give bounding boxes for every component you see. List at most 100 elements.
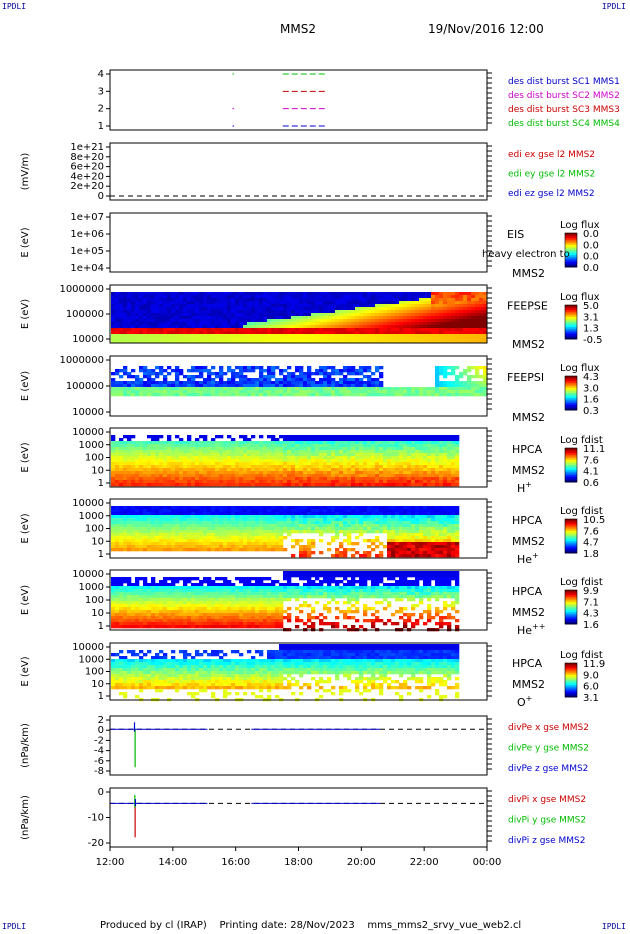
spectrogram-cell	[111, 459, 116, 463]
spectrogram-cell	[339, 381, 344, 385]
spectrogram-cell	[299, 393, 304, 397]
spectrogram-cell	[271, 304, 276, 308]
spectrogram-cell	[191, 471, 196, 475]
spectrogram-cell	[323, 369, 328, 373]
spectrogram-cell	[371, 292, 376, 296]
spectrogram-cell	[303, 435, 308, 439]
spectrogram-cell	[379, 474, 384, 478]
spectrogram-cell	[435, 459, 440, 463]
spectrogram-cell	[399, 307, 404, 311]
spectrogram-cell	[391, 438, 396, 442]
spectrogram-cell	[391, 319, 396, 323]
spectrogram-cell	[203, 387, 208, 391]
spectrogram-cell	[451, 444, 456, 448]
spectrogram-cell	[111, 483, 116, 487]
spectrogram-cell	[155, 328, 160, 332]
spectrogram-cell	[223, 518, 228, 522]
spectrogram-cell	[335, 453, 340, 457]
spectrogram-cell	[403, 328, 408, 332]
spectrogram-cell	[179, 316, 184, 320]
spectrogram-cell	[295, 298, 300, 302]
spectrogram-cell	[367, 444, 372, 448]
spectrogram-cell	[247, 301, 252, 305]
spectrogram-cell	[347, 310, 352, 314]
spectrogram-cell	[359, 512, 364, 516]
spectrogram-cell	[239, 518, 244, 522]
spectrogram-cell	[131, 506, 136, 510]
spectrogram-cell	[163, 322, 168, 326]
spectrogram-cell	[343, 307, 348, 311]
spectrogram-cell	[111, 381, 116, 385]
spectrogram-cell	[371, 539, 376, 543]
spectrogram-cell	[191, 539, 196, 543]
spectrogram-cell	[159, 530, 164, 534]
spectrogram-cell	[127, 521, 132, 525]
spectrogram-cell	[427, 331, 432, 335]
spectrogram-cell	[455, 340, 460, 344]
spectrogram-cell	[439, 536, 444, 540]
spectrogram-cell	[115, 310, 120, 314]
spectrogram-cell	[439, 480, 444, 484]
spectrogram-cell	[179, 390, 184, 394]
spectrogram-cell	[255, 384, 260, 388]
spectrogram-cell	[247, 319, 252, 323]
y-tick-label: 4e+20	[70, 171, 104, 182]
spectrogram-cell	[375, 465, 380, 469]
spectrogram-cell	[287, 509, 292, 513]
spectrogram-cell	[291, 310, 296, 314]
spectrogram-cell	[395, 480, 400, 484]
spectrogram-cell	[251, 515, 256, 519]
spectrogram-cell	[203, 536, 208, 540]
spectrogram-cell	[279, 301, 284, 305]
spectrogram-cell	[183, 304, 188, 308]
spectrogram-cell	[211, 465, 216, 469]
spectrogram-cell	[187, 292, 192, 296]
spectrogram-cell	[203, 313, 208, 317]
spectrogram-cell	[359, 483, 364, 487]
spectrogram-cell	[367, 506, 372, 510]
spectrogram-cell	[395, 438, 400, 442]
y-tick-label: 1000000	[59, 355, 104, 366]
spectrogram-cell	[123, 480, 128, 484]
spectrogram-cell	[187, 438, 192, 442]
spectrogram-cell	[347, 337, 352, 341]
spectrogram-cell	[195, 539, 200, 543]
spectrogram-cell	[295, 480, 300, 484]
spectrogram-cell	[351, 477, 356, 481]
spectrogram-cell	[383, 334, 388, 338]
spectrogram-cell	[179, 337, 184, 341]
spectrogram-cell	[223, 539, 228, 543]
spectrogram-cell	[451, 334, 456, 338]
spectrogram-cell	[287, 334, 292, 338]
spectrogram-cell	[407, 524, 412, 528]
spectrogram-cell	[427, 527, 432, 531]
spectrogram-cell	[363, 390, 368, 394]
spectrogram-cell	[283, 307, 288, 311]
spectrogram-cell	[227, 313, 232, 317]
spectrogram-cell	[451, 468, 456, 472]
spectrogram-cell	[407, 298, 412, 302]
spectrogram-cell	[355, 444, 360, 448]
spectrogram-cell	[203, 480, 208, 484]
spectrogram-cell	[147, 521, 152, 525]
spectrogram-cell	[327, 340, 332, 344]
spectrogram-cell	[159, 462, 164, 466]
spectrogram-cell	[347, 453, 352, 457]
spectrogram-cell	[475, 310, 480, 314]
spectrogram-cell	[335, 521, 340, 525]
spectrogram-cell	[167, 337, 172, 341]
spectrogram-cell	[183, 390, 188, 394]
spectrogram-cell	[231, 301, 236, 305]
spectrogram-cell	[327, 325, 332, 329]
spectrogram-cell	[295, 307, 300, 311]
spectrogram-cell	[167, 438, 172, 442]
colorbar-step	[565, 404, 577, 408]
spectrogram-cell	[247, 521, 252, 525]
spectrogram-cell	[439, 527, 444, 531]
spectrogram-cell	[395, 310, 400, 314]
spectrogram-cell	[403, 462, 408, 466]
spectrogram-cell	[447, 453, 452, 457]
spectrogram-cell	[195, 444, 200, 448]
spectrogram-cell	[187, 307, 192, 311]
spectrogram-cell	[351, 462, 356, 466]
